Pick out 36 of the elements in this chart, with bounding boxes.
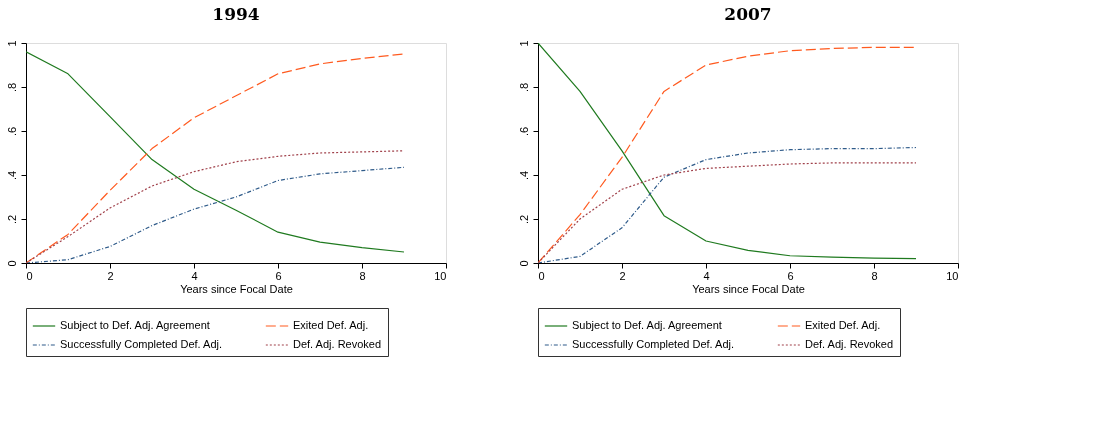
x-axis-title: Years since Focal Date xyxy=(692,282,805,295)
x-tick-label: 6 xyxy=(275,269,282,282)
x-tick-label: 8 xyxy=(359,269,366,282)
x-tick-label: 10 xyxy=(946,269,959,282)
y-tick-label: .6 xyxy=(5,126,18,137)
legend-label: Subject to Def. Adj. Agreement xyxy=(60,319,210,331)
y-tick-label: 0 xyxy=(5,260,18,267)
x-tick-label: 4 xyxy=(191,269,198,282)
y-tick-label: 0 xyxy=(517,260,530,267)
x-tick-label: 10 xyxy=(434,269,447,282)
x-tick-label: 8 xyxy=(871,269,878,282)
y-tick-label: .4 xyxy=(517,170,530,181)
chart-title: 2007 xyxy=(724,3,772,24)
y-tick-label: 1 xyxy=(5,40,18,47)
legend-label: Successfully Completed Def. Adj. xyxy=(572,338,735,350)
chart-title: 1994 xyxy=(212,3,260,24)
x-tick-label: 0 xyxy=(26,269,33,282)
x-tick-label: 6 xyxy=(787,269,794,282)
legend-label: Def. Adj. Revoked xyxy=(805,338,894,350)
legend-label: Successfully Completed Def. Adj. xyxy=(60,338,223,350)
legend-label: Def. Adj. Revoked xyxy=(293,338,382,350)
x-tick-label: 4 xyxy=(703,269,710,282)
y-tick-label: .6 xyxy=(517,126,530,137)
legend-label: Subject to Def. Adj. Agreement xyxy=(572,319,722,331)
x-tick-label: 2 xyxy=(107,269,114,282)
y-tick-label: .2 xyxy=(5,214,18,225)
x-axis-title: Years since Focal Date xyxy=(180,282,293,295)
y-tick-label: .8 xyxy=(517,82,530,93)
y-tick-label: .8 xyxy=(5,82,18,93)
y-tick-label: .4 xyxy=(5,170,18,181)
x-tick-label: 2 xyxy=(619,269,626,282)
y-tick-label: .2 xyxy=(517,214,530,225)
legend-label: Exited Def. Adj. xyxy=(293,319,369,331)
x-tick-label: 0 xyxy=(538,269,545,282)
legend-label: Exited Def. Adj. xyxy=(805,319,881,331)
y-tick-label: 1 xyxy=(517,40,530,47)
